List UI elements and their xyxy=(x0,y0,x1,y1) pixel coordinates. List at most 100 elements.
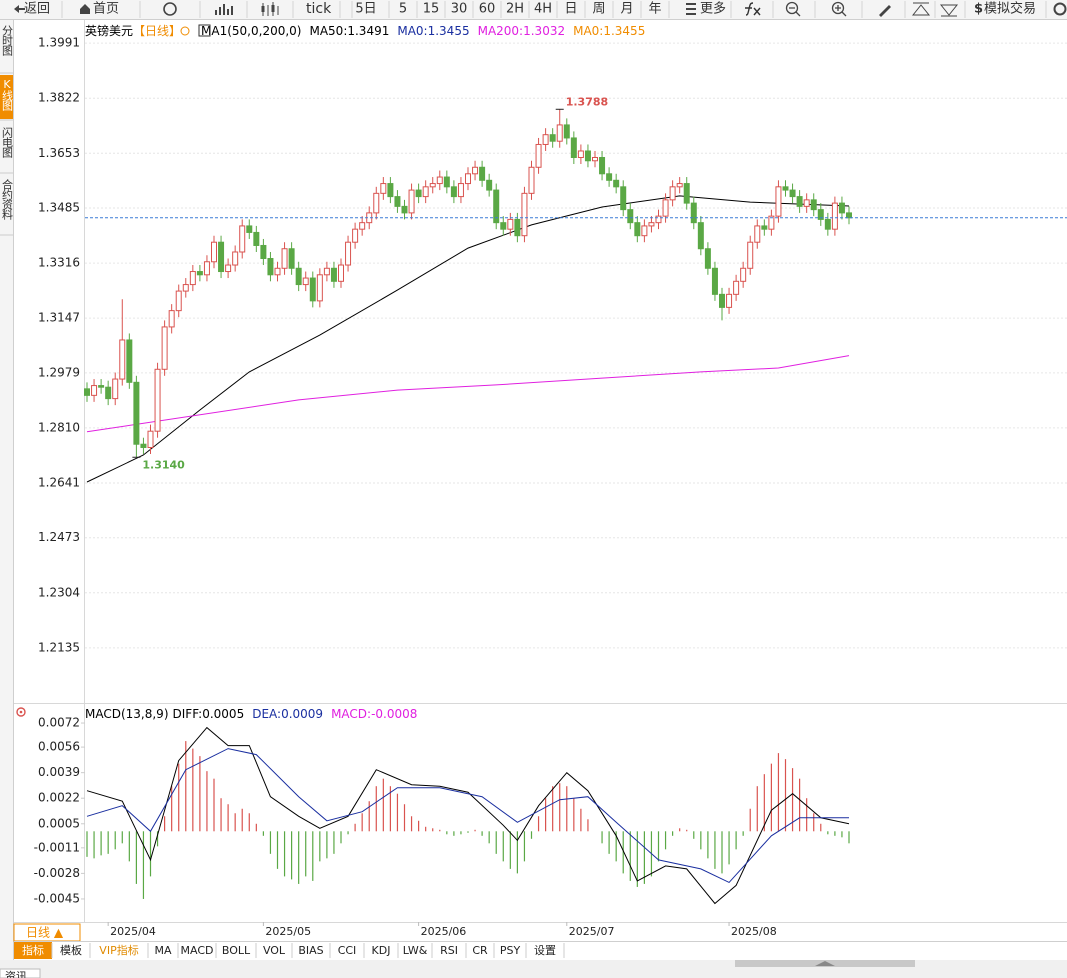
tab[interactable]: CR xyxy=(472,944,488,957)
candle-body xyxy=(112,378,119,400)
period-button[interactable]: 日线 ▲ xyxy=(26,926,64,940)
legend-item: MACD:-0.0008 xyxy=(331,707,417,721)
ma-icon xyxy=(198,24,211,37)
tab[interactable]: MACD xyxy=(181,944,214,957)
candle-body xyxy=(175,290,182,312)
x-tick-label: 2025/05 xyxy=(265,925,311,938)
y-tick-label: -0.0045 xyxy=(34,891,80,905)
candle-body xyxy=(824,218,831,230)
period-button[interactable]: 2H xyxy=(506,2,524,17)
legend-item: MA200:1.3032 xyxy=(478,24,566,38)
candle-body xyxy=(450,186,457,198)
back-icon xyxy=(14,5,25,13)
candle-body xyxy=(761,225,768,230)
period-button[interactable]: 5日 xyxy=(355,2,376,17)
legend-title: 【日线】 xyxy=(133,24,181,38)
y-tick-label: 0.0039 xyxy=(38,765,80,779)
tab[interactable]: CCI xyxy=(338,944,357,957)
period-button[interactable]: 周 xyxy=(592,2,605,17)
triangle-down-icon[interactable] xyxy=(939,4,959,17)
footer-tab-label[interactable]: 资讯 xyxy=(5,970,27,978)
candle-body xyxy=(211,241,217,263)
candle-body xyxy=(429,183,436,188)
sidebar-tab[interactable]: 合约资料 xyxy=(1,178,14,221)
candle-body xyxy=(570,137,577,158)
candle-body xyxy=(754,225,761,243)
candle-body xyxy=(479,166,486,181)
tab[interactable]: 设置 xyxy=(534,944,556,957)
back-button[interactable]: 返回 xyxy=(24,2,50,17)
period-button[interactable]: 60 xyxy=(479,2,496,17)
candle-body xyxy=(817,209,824,220)
chart-icon[interactable] xyxy=(215,4,233,15)
zoom-in-icon[interactable] xyxy=(831,1,845,15)
candle-body xyxy=(316,274,323,302)
candle-body xyxy=(465,173,471,185)
period-button[interactable]: 30 xyxy=(451,2,468,17)
period-button[interactable]: 月 xyxy=(620,2,633,17)
home-icon xyxy=(80,4,90,14)
y-tick-label: 1.3822 xyxy=(38,91,80,105)
period-button[interactable]: 15 xyxy=(423,2,440,17)
tab[interactable]: BIAS xyxy=(298,944,323,957)
simulate-button[interactable]: 模拟交易 xyxy=(984,1,1036,17)
tab[interactable]: BOLL xyxy=(222,944,251,957)
footer-tab xyxy=(0,968,41,978)
tab[interactable]: VIP指标 xyxy=(99,943,138,957)
y-tick-label: 1.3653 xyxy=(38,146,80,160)
tab[interactable]: MA xyxy=(154,944,171,957)
legend: MACD(13,8,9) DIFF:0.0005 DEA:0.0009 MACD:-0… xyxy=(85,707,417,721)
sidebar xyxy=(0,20,13,978)
draw-icon[interactable] xyxy=(879,5,891,17)
candle-body xyxy=(288,248,295,269)
candle-body xyxy=(91,385,98,396)
candle-body xyxy=(500,222,507,230)
tab[interactable]: KDJ xyxy=(372,944,391,957)
indicator-line xyxy=(86,748,849,884)
y-tick-label: 0.0005 xyxy=(38,816,80,830)
kline-icon-body xyxy=(271,5,275,12)
extra-icon[interactable] xyxy=(1053,2,1067,16)
dollar-icon: $ xyxy=(974,2,983,17)
period-button[interactable]: 日 xyxy=(564,2,577,17)
indicator-line xyxy=(86,195,850,483)
candle-body xyxy=(119,339,126,380)
tab[interactable]: 指标 xyxy=(22,943,44,957)
refresh-icon[interactable] xyxy=(163,2,177,16)
candle-body xyxy=(747,241,754,269)
more-button[interactable]: 更多 xyxy=(700,1,726,17)
sidebar-tab[interactable]: 闪电图 xyxy=(1,126,14,159)
candle-body xyxy=(330,267,337,282)
candle-body xyxy=(133,381,140,445)
sidebar-tab[interactable]: K线图 xyxy=(1,78,14,112)
formula-icon[interactable] xyxy=(745,2,761,16)
tab[interactable]: 模板 xyxy=(60,943,82,957)
period-button[interactable]: 5 xyxy=(399,2,407,17)
candle-body xyxy=(521,192,528,237)
home-button[interactable]: 首页 xyxy=(93,2,119,17)
candle-body xyxy=(443,176,450,188)
period-button[interactable]: 年 xyxy=(648,2,661,17)
candle-body xyxy=(846,212,852,219)
tab[interactable]: LW& xyxy=(403,944,428,957)
tab[interactable]: VOL xyxy=(263,944,286,957)
zoom-out-icon[interactable] xyxy=(785,1,799,15)
candle-body xyxy=(627,209,634,224)
tab[interactable]: RSI xyxy=(440,944,458,957)
sidebar-tab[interactable]: 分时图 xyxy=(1,25,14,57)
menu-icon xyxy=(686,3,696,15)
tick-button[interactable]: tick xyxy=(306,1,332,17)
candle-body xyxy=(697,222,704,250)
candle-body xyxy=(147,430,154,448)
candle-body xyxy=(168,310,175,328)
indicator-icon[interactable] xyxy=(16,707,26,717)
candle-body xyxy=(648,222,655,227)
triangle-up-icon[interactable] xyxy=(911,2,931,16)
candle-body xyxy=(196,271,203,276)
candle-body xyxy=(796,196,803,207)
candle-body xyxy=(415,189,422,198)
tab[interactable]: PSY xyxy=(500,944,521,957)
period-button[interactable]: 4H xyxy=(534,2,552,17)
candle-body xyxy=(309,277,316,302)
